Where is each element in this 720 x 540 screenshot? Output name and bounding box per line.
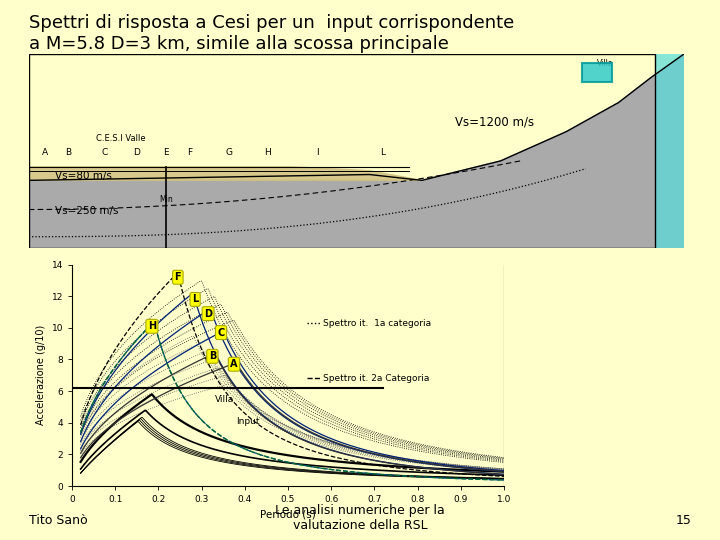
- Text: F: F: [186, 148, 192, 157]
- Text: Vs=80 m/s: Vs=80 m/s: [55, 171, 112, 181]
- Text: 15: 15: [675, 514, 691, 526]
- Text: F: F: [174, 272, 181, 282]
- Text: D: D: [133, 148, 140, 157]
- Text: B: B: [65, 148, 71, 157]
- Text: C: C: [217, 328, 225, 338]
- Text: a M=5.8 D=3 km, simile alla scossa principale: a M=5.8 D=3 km, simile alla scossa princ…: [29, 35, 449, 53]
- X-axis label: Periodo (s): Periodo (s): [260, 510, 316, 519]
- Text: Spettro it.  1a categoria: Spettro it. 1a categoria: [323, 319, 431, 328]
- Polygon shape: [29, 54, 684, 248]
- Text: Villa: Villa: [597, 59, 613, 68]
- Y-axis label: Accelerazione (g/10): Accelerazione (g/10): [36, 325, 46, 426]
- Text: L: L: [380, 148, 385, 157]
- Text: Villa: Villa: [215, 395, 234, 404]
- Text: Le analisi numeriche per la
valutazione della RSL: Le analisi numeriche per la valutazione …: [275, 504, 445, 532]
- Text: H: H: [148, 321, 156, 331]
- Text: A: A: [230, 359, 238, 369]
- Text: A: A: [42, 148, 48, 157]
- Text: L: L: [192, 294, 198, 305]
- Text: G: G: [225, 148, 232, 157]
- Text: C.E.S.I Valle: C.E.S.I Valle: [96, 134, 145, 144]
- Text: C: C: [101, 148, 107, 157]
- Text: E: E: [163, 148, 169, 157]
- Text: D: D: [204, 309, 212, 319]
- Text: B: B: [209, 352, 216, 361]
- Text: Tito Sanò: Tito Sanò: [29, 514, 87, 526]
- Text: Vs=250 m/s: Vs=250 m/s: [55, 206, 119, 215]
- Text: Spettri di risposta a Cesi per un  input corrispondente: Spettri di risposta a Cesi per un input …: [29, 14, 514, 31]
- Text: Input: Input: [236, 417, 260, 426]
- Polygon shape: [29, 167, 422, 180]
- Text: Vs=1200 m/s: Vs=1200 m/s: [455, 116, 534, 129]
- Text: H: H: [264, 148, 271, 157]
- Bar: [582, 63, 612, 82]
- Bar: [654, 54, 684, 248]
- Text: Min: Min: [160, 195, 174, 204]
- Text: Spettro it. 2a Categoria: Spettro it. 2a Categoria: [323, 374, 429, 383]
- Text: I: I: [316, 148, 318, 157]
